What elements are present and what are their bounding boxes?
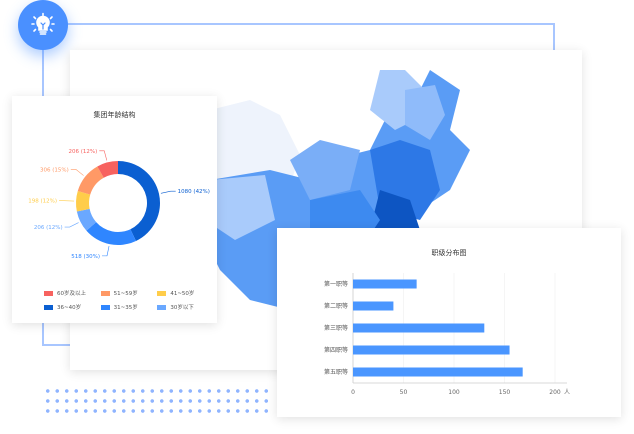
legend-swatch: [157, 290, 167, 296]
slice-label: 206 (12%): [68, 149, 97, 155]
donut-slice[interactable]: [118, 161, 161, 241]
legend-item[interactable]: 31~35岁: [100, 303, 158, 311]
y-tick-label: 第一职等: [324, 280, 348, 288]
legend-item[interactable]: 36~40岁: [44, 303, 101, 311]
legend-item[interactable]: 41~50岁: [157, 289, 214, 297]
x-tick-label: 50: [400, 389, 408, 396]
slice-label: 1080 (42%): [178, 189, 210, 195]
bar-chart-title: 职级分布图: [431, 249, 467, 257]
bar[interactable]: [353, 345, 510, 355]
y-tick-label: 第二职等: [324, 302, 348, 310]
donut-slice[interactable]: [77, 166, 104, 195]
donut-slice[interactable]: [76, 208, 97, 231]
age-legend: 60岁及以上 51~59岁 41~50岁 36~40岁 31~35岁 30岁以下: [44, 289, 214, 311]
donut-slice[interactable]: [76, 190, 91, 212]
legend-label: 51~59岁: [113, 291, 138, 297]
x-tick-label: 150: [499, 389, 511, 396]
decorative-dots: [43, 386, 273, 418]
slice-label: 306 (15%): [40, 167, 69, 173]
label-leader: [102, 246, 110, 257]
bar[interactable]: [353, 367, 523, 377]
slice-label: 206 (12%): [34, 225, 63, 231]
legend-item[interactable]: 60岁及以上: [44, 289, 101, 297]
grade-distribution-card: 职级分布图 0 50 100 150 200 人 第一职等第二职等第三职等第四职等第五职等: [277, 228, 621, 417]
lightbulb-icon: [18, 0, 68, 50]
legend-label: 41~50岁: [170, 291, 195, 297]
label-leader: [160, 190, 176, 194]
bar[interactable]: [353, 279, 417, 289]
age-structure-card: 集团年龄结构 1080 (42%) 518 (30%) 206 (12%) 198 (…: [12, 96, 217, 323]
age-chart-title: 集团年龄结构: [93, 111, 136, 119]
legend-label: 60岁及以上: [57, 291, 86, 297]
slice-label: 518 (30%): [71, 254, 100, 260]
legend-swatch: [44, 304, 53, 310]
legend-item[interactable]: 30岁以下: [157, 303, 214, 311]
y-tick-label: 第五职等: [324, 368, 348, 376]
legend-item[interactable]: 51~59岁: [100, 289, 158, 297]
y-tick-label: 第四职等: [324, 346, 348, 354]
legend-swatch: [44, 290, 53, 296]
donut-slice[interactable]: [86, 222, 136, 245]
legend-swatch: [100, 290, 110, 296]
x-tick-label: 200: [549, 389, 561, 396]
label-leader: [70, 169, 84, 176]
legend-label: 31~35岁: [113, 305, 138, 311]
x-tick-label: 0: [351, 389, 355, 396]
legend-swatch: [157, 304, 167, 310]
label-leader: [64, 222, 79, 228]
legend-label: 36~40岁: [57, 305, 82, 311]
legend-swatch: [100, 304, 110, 310]
donut-slice[interactable]: [97, 161, 118, 178]
donut-chart: 1080 (42%) 518 (30%) 206 (12%) 198 (12%) 306…: [28, 149, 210, 260]
legend-label: 30岁以下: [170, 305, 194, 311]
bar[interactable]: [353, 301, 394, 311]
label-leader: [99, 150, 108, 161]
x-tick-label: 100: [448, 389, 460, 396]
y-tick-label: 第三职等: [324, 324, 348, 332]
slice-label: 198 (12%): [28, 199, 57, 205]
bar[interactable]: [353, 323, 485, 333]
x-unit-label: 人: [564, 389, 570, 396]
